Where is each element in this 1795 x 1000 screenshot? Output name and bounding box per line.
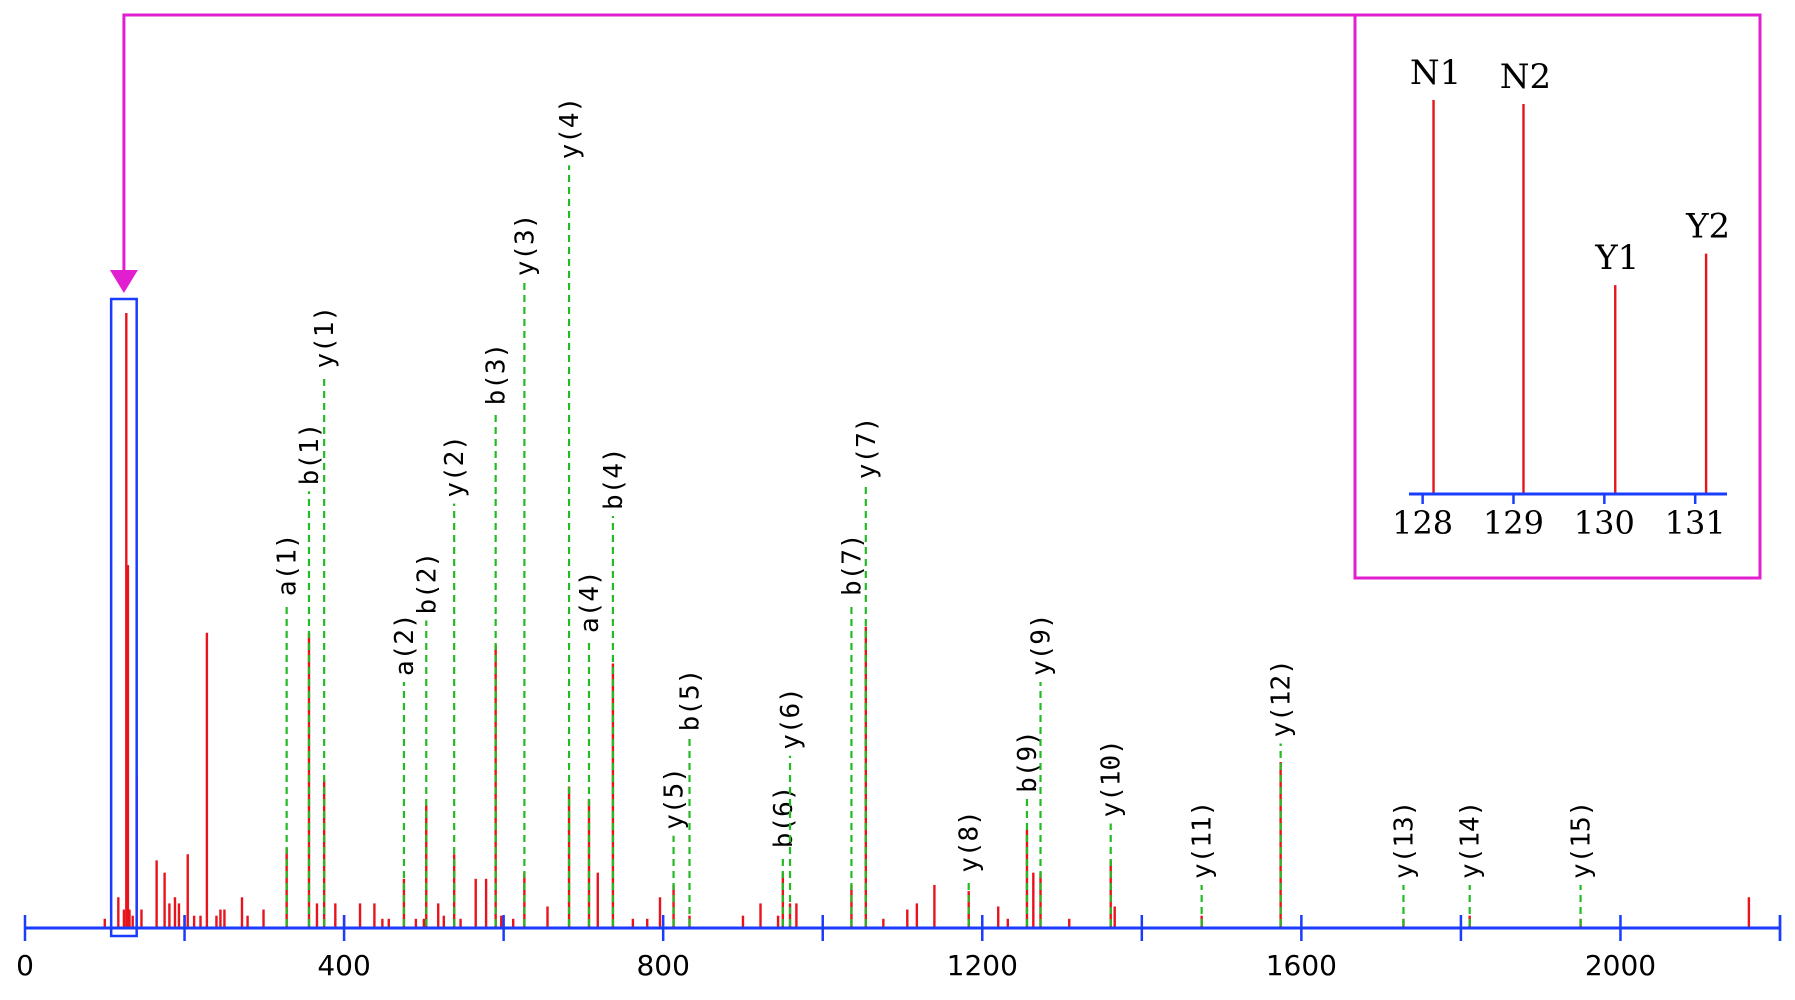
ion-label-b2: b(2) — [412, 552, 442, 615]
x-tick-label: 2000 — [1585, 949, 1656, 982]
ion-label-b3: b(3) — [482, 343, 512, 406]
reporter-label-N2: N2 — [1500, 57, 1551, 97]
x-tick-label: 1600 — [1266, 949, 1337, 982]
ion-label-y10: y(10) — [1097, 739, 1127, 817]
ion-label-y14: y(14) — [1456, 801, 1486, 879]
ion-label-b1: b(1) — [295, 423, 325, 486]
zoom-connector-line — [122, 13, 1355, 272]
reporter-label-Y2: Y2 — [1685, 207, 1730, 247]
reporter-label-N1: N1 — [1410, 53, 1461, 93]
ion-label-y12: y(12) — [1267, 659, 1297, 737]
x-tick-label: 800 — [636, 949, 689, 982]
inset-x-tick-label: 129 — [1483, 504, 1544, 542]
ion-label-y11: y(11) — [1188, 801, 1218, 879]
zoom-region-box — [109, 297, 138, 938]
ion-label-b4: b(4) — [599, 447, 629, 510]
ion-label-y5: y(5) — [660, 767, 690, 830]
reporter-label-Y1: Y1 — [1594, 238, 1639, 278]
ion-label-a4: a(4) — [575, 570, 605, 633]
inset-frame — [1353, 13, 1762, 580]
ion-label-y13: y(13) — [1389, 801, 1419, 879]
ion-label-y4: y(4) — [555, 97, 585, 160]
ion-label-y6: y(6) — [776, 687, 806, 750]
x-tick-label: 1200 — [947, 949, 1018, 982]
ion-label-y9: y(9) — [1027, 613, 1057, 676]
ion-label-y3: y(3) — [510, 214, 540, 277]
ion-label-y7: y(7) — [852, 417, 882, 480]
ion-annotations: a(1) b(1) y(1) a(2)b(2) y(2) b(3) y(3) y(4) a(4)… — [273, 97, 1597, 926]
ion-label-b5: b(5) — [676, 669, 706, 732]
ion-label-y2: y(2) — [440, 435, 470, 498]
ion-label-y1: y(1) — [310, 306, 340, 369]
inset-x-tick-label: 130 — [1574, 504, 1635, 542]
reporter-ion-inset: N1 N2 Y1 Y2 128 129 130 131 — [1353, 13, 1762, 580]
ion-label-b9: b(9) — [1013, 730, 1043, 793]
x-tick-label: 400 — [317, 949, 370, 982]
ion-label-a2: a(2) — [390, 613, 420, 676]
main-x-axis: 0 400 800 1200 1600 2000 — [16, 915, 1782, 982]
zoom-arrowhead-icon — [109, 270, 138, 293]
ion-label-y8: y(8) — [955, 810, 985, 873]
x-tick-label: 0 — [16, 949, 34, 982]
zoom-connector — [109, 13, 1355, 938]
ion-label-b7: b(7) — [837, 533, 867, 596]
ion-label-b6: b(6) — [769, 786, 799, 849]
inset-x-tick-label: 131 — [1665, 504, 1726, 542]
inset-x-tick-label: 128 — [1392, 504, 1453, 542]
ion-label-y15: y(15) — [1567, 801, 1597, 879]
ion-label-a1: a(1) — [273, 533, 303, 596]
